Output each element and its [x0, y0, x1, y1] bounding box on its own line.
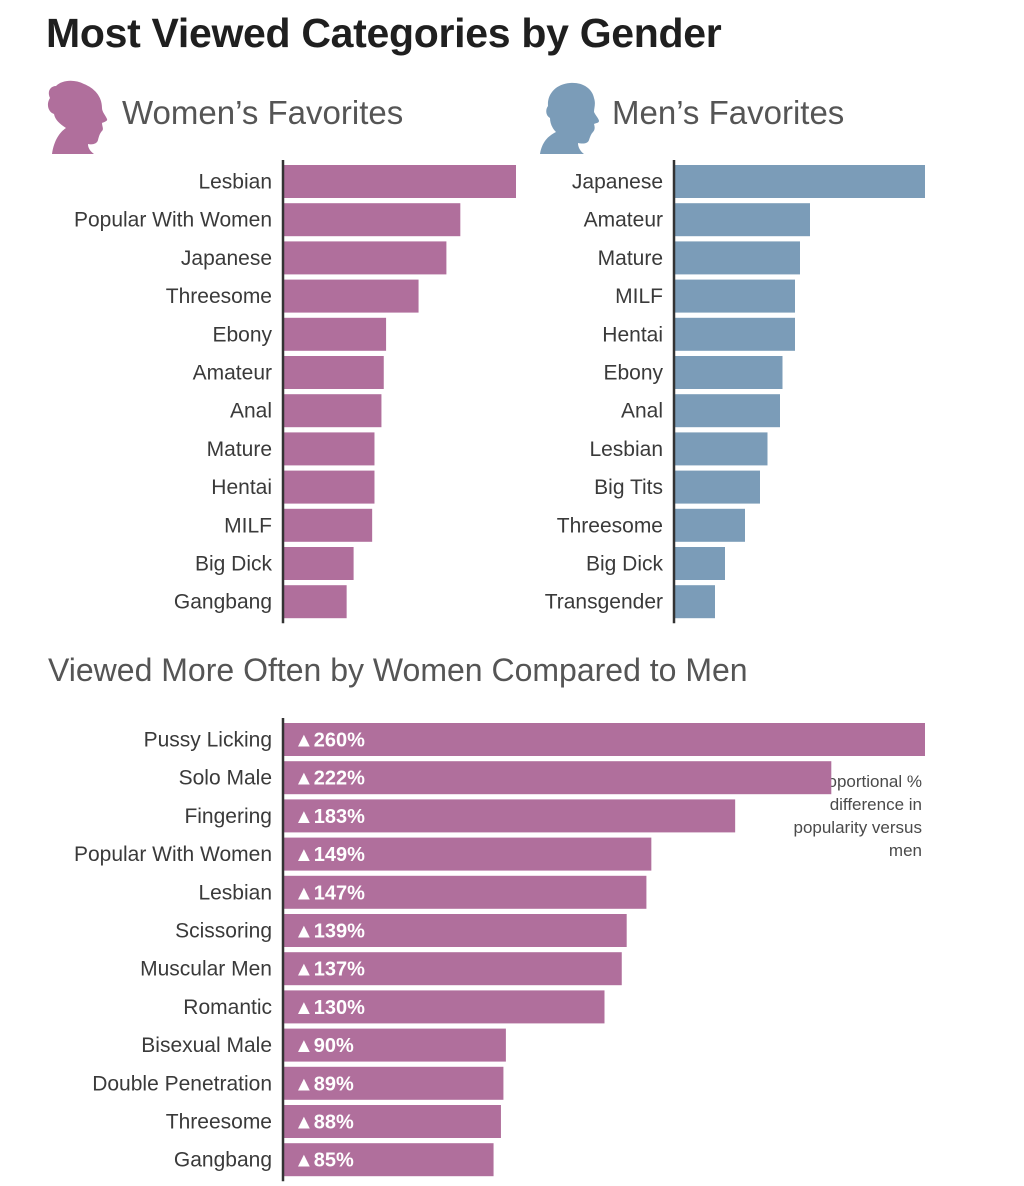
women-vs-men-heading: Viewed More Often by Women Compared to M…	[48, 652, 748, 688]
women-favorites-bar	[284, 317, 387, 351]
women-vs-men-bar	[284, 1066, 504, 1100]
men-favorites-category-label: Lesbian	[589, 438, 663, 461]
women-favorites-bar	[284, 356, 384, 389]
women-vs-men-bar	[284, 837, 652, 871]
women-vs-men-value-label: ▲183%	[294, 806, 365, 828]
women-favorites-bar	[284, 203, 461, 237]
men-favorites-bar	[675, 470, 760, 504]
women-vs-men-bar	[284, 799, 736, 833]
women-favorites-bar	[284, 165, 516, 198]
women-vs-men-bar	[284, 1143, 494, 1177]
men-favorites-category-label: Amateur	[584, 209, 663, 232]
women-vs-men-category-label: Gangbang	[174, 1149, 272, 1172]
men-favorites-category-label: Threesome	[557, 514, 663, 537]
women-vs-men-bar	[284, 952, 622, 986]
women-vs-men-category-label: Double Penetration	[92, 1072, 272, 1095]
women-vs-men-bar	[284, 1105, 501, 1138]
women-vs-men-category-label: Fingering	[184, 805, 272, 828]
page-title: Most Viewed Categories by Gender	[46, 10, 722, 56]
women-favorites-category-label: Ebony	[212, 323, 272, 346]
men-favorites-bar	[675, 356, 783, 389]
men-favorites-bar	[675, 547, 725, 580]
women-favorites-category-label: Gangbang	[174, 591, 272, 614]
women-vs-men-value-label: ▲137%	[294, 959, 365, 981]
women-vs-men-value-label: ▲139%	[294, 921, 365, 943]
men-favorites-chart: Japanese Amateur Mature MILF Hentai Ebony Anal…	[545, 160, 925, 624]
women-vs-men-value-label: ▲130%	[294, 997, 365, 1019]
women-vs-men-value-label: ▲85%	[294, 1150, 354, 1172]
difference-note: Proportional % difference in popularity …	[793, 772, 922, 860]
women-vs-men-value-label: ▲149%	[294, 844, 365, 866]
women-favorites-category-label: Threesome	[166, 285, 272, 308]
women-vs-men-category-label: Popular With Women	[74, 843, 272, 866]
women-favorites-bar	[284, 470, 375, 504]
women-favorites-category-label: Popular With Women	[74, 209, 272, 232]
women-favorites-category-label: Japanese	[181, 247, 272, 270]
men-favorites-bar	[675, 203, 810, 237]
women-favorites-bar	[284, 432, 375, 466]
women-vs-men-bar	[284, 723, 925, 756]
woman-silhouette-icon	[47, 80, 108, 154]
men-favorites-category-label: Hentai	[602, 323, 663, 346]
women-favorites-category-label: Big Dick	[195, 553, 273, 576]
women-favorites-bar	[284, 394, 382, 428]
women-vs-men-bar	[284, 761, 832, 795]
women-vs-men-category-label: Bisexual Male	[141, 1034, 272, 1057]
men-favorites-category-label: Japanese	[572, 171, 663, 194]
women-vs-men-category-label: Threesome	[166, 1111, 272, 1134]
women-favorites-category-label: Hentai	[211, 476, 272, 499]
men-favorites-category-label: Big Dick	[586, 553, 664, 576]
men-favorites-category-label: Anal	[621, 400, 663, 423]
women-vs-men-category-label: Scissoring	[175, 920, 272, 943]
women-vs-men-bar	[284, 1028, 506, 1062]
women-favorites-category-label: Amateur	[193, 362, 272, 385]
women-vs-men-bar	[284, 875, 647, 909]
women-vs-men-category-label: Solo Male	[179, 767, 272, 790]
women-vs-men-category-label: Romantic	[183, 996, 272, 1019]
women-favorites-bar	[284, 508, 373, 542]
women-vs-men-value-label: ▲90%	[294, 1035, 354, 1057]
women-favorites-category-label: Anal	[230, 400, 272, 423]
women-favorites-bar	[284, 241, 447, 275]
women-favorites-category-label: Lesbian	[198, 171, 272, 194]
women-favorites-category-label: MILF	[224, 514, 272, 537]
women-favorites-bar	[284, 279, 419, 313]
women-favorites-heading: Women’s Favorites	[122, 94, 404, 131]
women-favorites-chart: Lesbian Popular With Women Japanese Threeso…	[74, 160, 516, 624]
women-vs-men-category-label: Pussy Licking	[144, 729, 272, 752]
women-vs-men-value-label: ▲260%	[294, 730, 365, 752]
women-vs-men-category-label: Muscular Men	[140, 958, 272, 981]
men-favorites-category-label: Big Tits	[594, 476, 663, 499]
women-vs-men-chart: Pussy Licking ▲260% Solo Male ▲222% Fingerin…	[74, 718, 925, 1182]
men-favorites-category-label: Ebony	[603, 362, 663, 385]
women-favorites-bar	[284, 547, 354, 580]
men-favorites-bar	[675, 241, 800, 275]
men-favorites-category-label: MILF	[615, 285, 663, 308]
women-vs-men-value-label: ▲89%	[294, 1073, 354, 1095]
men-favorites-category-label: Mature	[598, 247, 663, 270]
women-vs-men-bar	[284, 990, 605, 1024]
men-favorites-bar	[675, 279, 795, 313]
men-favorites-bar	[675, 394, 780, 428]
women-favorites-bar	[284, 585, 347, 619]
men-favorites-bar	[675, 508, 745, 542]
women-vs-men-value-label: ▲147%	[294, 882, 365, 904]
man-silhouette-icon	[540, 82, 599, 154]
men-favorites-bar	[675, 317, 795, 351]
women-vs-men-value-label: ▲222%	[294, 768, 365, 790]
men-favorites-heading: Men’s Favorites	[612, 94, 845, 131]
women-vs-men-value-label: ▲88%	[294, 1112, 354, 1134]
women-vs-men-category-label: Lesbian	[198, 881, 272, 904]
men-favorites-bar	[675, 165, 925, 198]
men-favorites-bar	[675, 432, 768, 466]
men-favorites-bar	[675, 585, 715, 619]
women-vs-men-bar	[284, 914, 627, 947]
women-favorites-category-label: Mature	[207, 438, 272, 461]
men-favorites-category-label: Transgender	[545, 591, 663, 614]
